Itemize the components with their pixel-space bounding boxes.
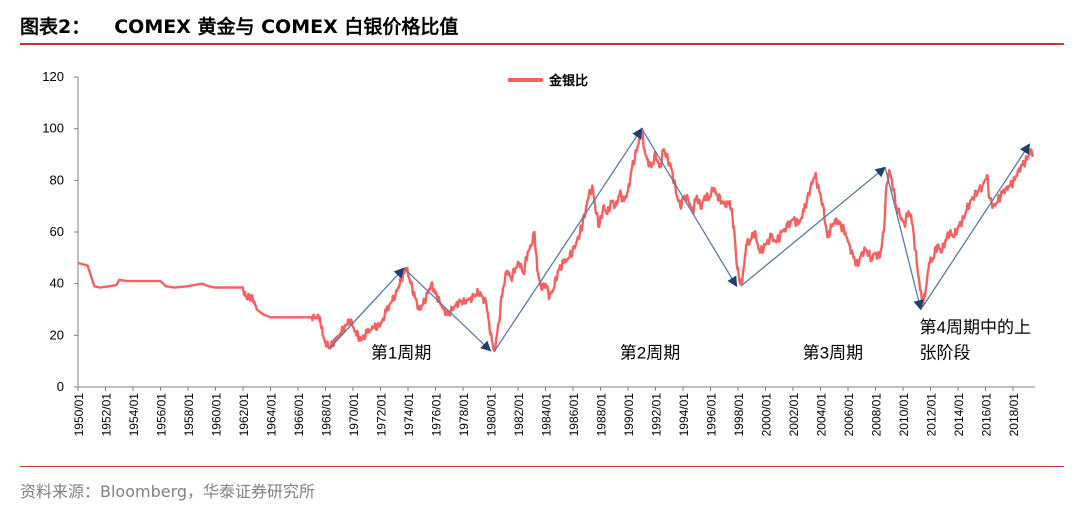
source-note: 资料来源：Bloomberg，华泰证券研究所 [20, 482, 316, 501]
y-tick-label: 120 [42, 69, 64, 84]
y-tick-label: 60 [50, 224, 64, 239]
x-tick-label: 1980/01 [485, 393, 499, 437]
x-tick-label: 1950/01 [72, 393, 86, 437]
x-tick-label: 1970/01 [347, 393, 361, 437]
cycle-arrow [641, 128, 738, 288]
x-tick-label: 1978/01 [457, 393, 471, 437]
cycle-arrow [403, 267, 492, 352]
x-tick-label: 2002/01 [787, 393, 801, 437]
cycle-label: 张阶段 [920, 344, 971, 363]
series-line-gold-silver-ratio [77, 127, 1035, 352]
x-tick-label: 1998/01 [732, 393, 746, 437]
cycle-label: 第4周期中的上 [920, 318, 1031, 337]
bottom-divider [20, 466, 1064, 467]
x-tick-label: 1994/01 [677, 393, 691, 437]
cycle-arrow [740, 166, 886, 287]
x-tick-label: 2016/01 [980, 393, 994, 437]
cycle-label: 第2周期 [620, 344, 680, 363]
cycle-arrow [920, 143, 1031, 310]
x-tick-label: 1986/01 [567, 393, 581, 437]
y-tick-label: 0 [57, 379, 64, 394]
top-divider [20, 43, 1064, 45]
cycle-label: 第3周期 [803, 344, 863, 363]
x-tick-label: 1964/01 [265, 393, 279, 437]
x-tick-label: 1990/01 [622, 393, 636, 437]
cycle-label: 第1周期 [371, 344, 431, 363]
x-tick-label: 1960/01 [210, 393, 224, 437]
figure-title-row: 图表2： COMEX 黄金与 COMEX 白银价格比值 [20, 12, 458, 39]
x-tick-label: 1952/01 [100, 393, 114, 437]
x-tick-label: 2010/01 [897, 393, 911, 437]
x-tick-label: 1966/01 [292, 393, 306, 437]
x-tick-label: 1972/01 [375, 393, 389, 437]
y-tick-label: 40 [50, 276, 64, 291]
figure-label: 图表2： [20, 16, 91, 38]
x-tick-label: 2000/01 [760, 393, 774, 437]
x-tick-label: 2004/01 [815, 393, 829, 437]
y-tick-label: 80 [50, 172, 64, 187]
cycle-arrow [329, 267, 405, 349]
figure-title: COMEX 黄金与 COMEX 白银价格比值 [114, 16, 459, 38]
x-tick-label: 1968/01 [320, 393, 334, 437]
x-tick-label: 2014/01 [952, 393, 966, 437]
x-tick-label: 1958/01 [182, 393, 196, 437]
cycle-arrow [884, 167, 924, 311]
x-tick-label: 2018/01 [1007, 393, 1021, 437]
x-tick-label: 1996/01 [705, 393, 719, 437]
legend-label: 金银比 [548, 73, 588, 88]
y-tick-label: 100 [42, 121, 64, 136]
x-tick-label: 1954/01 [127, 393, 141, 437]
x-tick-label: 1992/01 [650, 393, 664, 437]
x-tick-label: 1956/01 [155, 393, 169, 437]
x-tick-label: 1982/01 [512, 393, 526, 437]
x-tick-label: 1988/01 [595, 393, 609, 437]
x-tick-label: 1984/01 [540, 393, 554, 437]
x-tick-label: 1974/01 [402, 393, 416, 437]
x-tick-label: 1976/01 [430, 393, 444, 437]
x-tick-label: 1962/01 [237, 393, 251, 437]
x-tick-label: 2008/01 [870, 393, 884, 437]
x-tick-label: 2006/01 [842, 393, 856, 437]
cycle-arrow [494, 127, 643, 352]
x-tick-label: 2012/01 [925, 393, 939, 437]
y-tick-label: 20 [50, 327, 64, 342]
